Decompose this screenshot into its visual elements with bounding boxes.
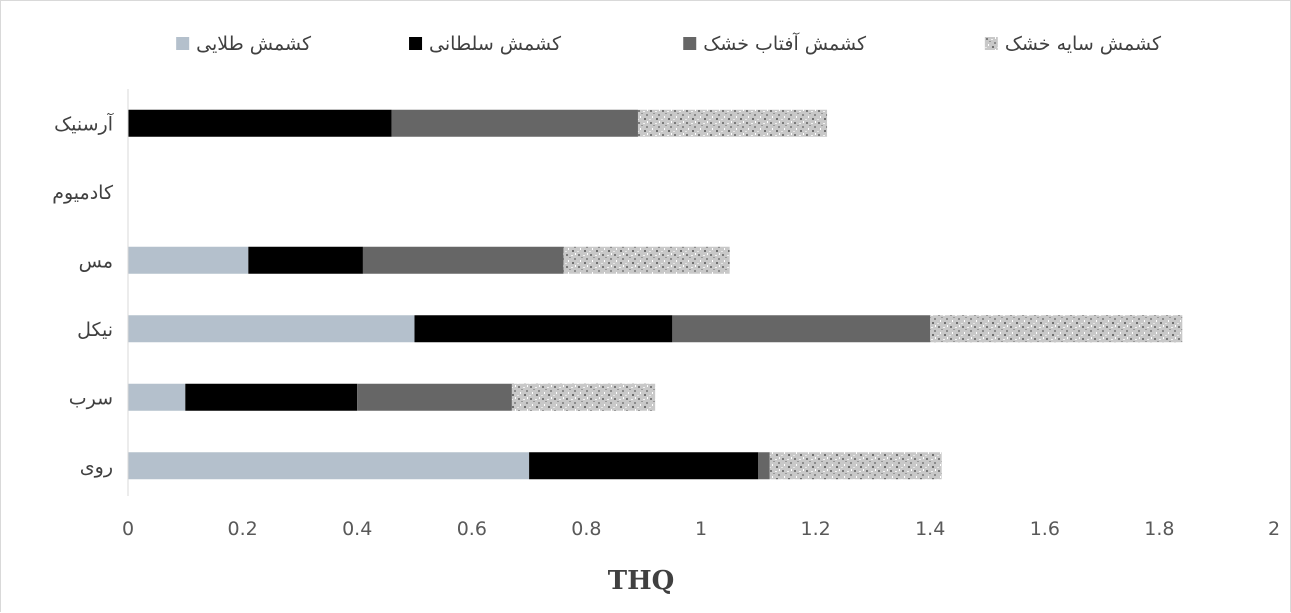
category-label: کادمیوم xyxy=(52,182,114,204)
bar-segment-0-3 xyxy=(128,315,415,343)
bar-segment-1-5 xyxy=(529,452,759,480)
bar-segment-2-0 xyxy=(391,109,638,137)
x-tick-label: 1.8 xyxy=(1144,518,1174,540)
x-tick-label: 1.2 xyxy=(800,518,830,540)
legend-swatch-0 xyxy=(176,37,190,50)
bar-segment-3-3 xyxy=(930,315,1183,343)
legend-label: کشمش آفتاب خشک xyxy=(703,31,867,55)
x-tick-label: 2 xyxy=(1268,518,1280,540)
bar-segment-1-3 xyxy=(414,315,673,343)
bar-segment-3-5 xyxy=(769,452,942,480)
x-tick-label: 1.4 xyxy=(915,518,945,540)
category-label: روی xyxy=(80,456,113,478)
legend-label: کشمش سلطانی xyxy=(429,33,562,55)
x-tick-label: 1.6 xyxy=(1030,518,1060,540)
bar-segment-3-2 xyxy=(563,246,730,274)
bar-segment-1-4 xyxy=(185,383,358,411)
category-label: نیکل xyxy=(77,319,113,341)
x-tick-label: 1 xyxy=(695,518,707,540)
legend: کشمش طلایی کشمش سلطانی کشمش آفتاب خشک کشمش … xyxy=(176,31,1162,55)
legend-label: کشمش طلایی xyxy=(196,33,312,55)
x-tick-label: 0.6 xyxy=(457,518,487,540)
x-tick-label: 0.2 xyxy=(227,518,257,540)
bars xyxy=(128,109,1183,480)
category-label: مس xyxy=(79,250,113,272)
bar-segment-2-4 xyxy=(357,383,512,411)
x-tick-label: 0.8 xyxy=(571,518,601,540)
x-axis-title: THQ xyxy=(608,566,675,596)
legend-label: کشمش سایه خشک xyxy=(1005,33,1162,55)
x-axis-ticks: 0 0.2 0.4 0.6 0.8 1 1.2 1.4 1.6 1.8 2 xyxy=(122,518,1280,540)
legend-swatch-1 xyxy=(409,37,423,50)
bar-segment-3-0 xyxy=(637,109,828,137)
x-tick-label: 0.4 xyxy=(342,518,372,540)
legend-swatch-2 xyxy=(683,37,697,50)
category-labels: آرسنیک کادمیوم مس نیکل سرب روی xyxy=(52,111,114,478)
bar-segment-1-2 xyxy=(248,246,363,274)
bar-segment-2-5 xyxy=(758,452,770,480)
bar-segment-0-5 xyxy=(128,452,530,480)
legend-swatch-3 xyxy=(984,37,998,50)
bar-segment-0-2 xyxy=(128,246,249,274)
x-tick-label: 0 xyxy=(122,518,134,540)
bar-segment-2-2 xyxy=(362,246,564,274)
bar-segment-2-3 xyxy=(672,315,931,343)
category-label: آرسنیک xyxy=(54,111,114,135)
category-label: سرب xyxy=(69,387,113,409)
bar-segment-1-0 xyxy=(128,109,392,137)
bar-segment-0-4 xyxy=(128,383,186,411)
bar-segment-3-4 xyxy=(511,383,656,411)
